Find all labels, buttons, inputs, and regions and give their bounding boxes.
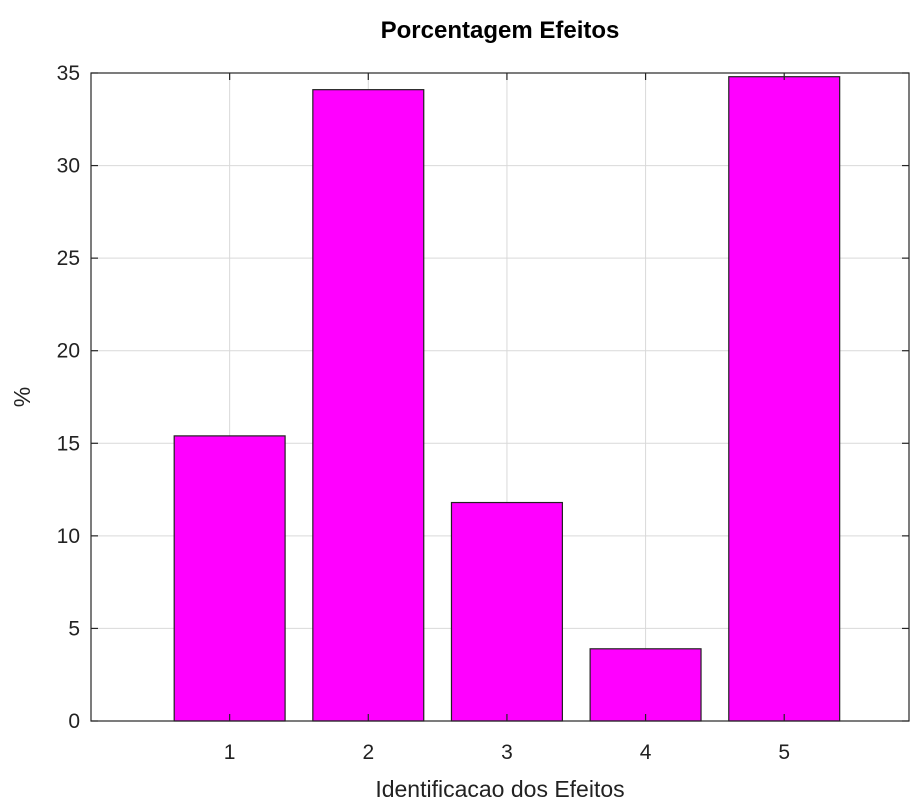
y-tick-label: 5	[68, 617, 80, 640]
bar-3	[450, 501, 563, 722]
x-tick-label: 2	[362, 741, 374, 764]
x-axis-label: Identificacao dos Efeitos	[375, 776, 624, 802]
y-tick-label: 25	[57, 247, 80, 270]
bar-5	[728, 76, 841, 722]
y-tick-label: 35	[57, 62, 80, 85]
x-tick-label: 1	[224, 741, 236, 764]
x-axis-ticks: 1 2 3 4 5	[224, 73, 790, 764]
y-tick-label: 30	[57, 155, 80, 178]
bar-2	[312, 89, 425, 722]
y-tick-label: 10	[57, 525, 80, 548]
bar-4	[589, 648, 702, 722]
y-tick-label: 15	[57, 432, 80, 455]
y-axis-ticks: 0 5 10 15 20 25 30 35	[57, 62, 909, 733]
bar-1	[173, 435, 286, 722]
y-tick-label: 0	[68, 710, 80, 733]
chart-title: Porcentagem Efeitos	[381, 17, 620, 44]
x-tick-label: 4	[640, 741, 652, 764]
x-tick-label: 5	[778, 741, 790, 764]
y-axis-label: %	[9, 387, 35, 407]
y-tick-label: 20	[57, 340, 80, 363]
plot-frame	[90, 72, 910, 722]
x-tick-label: 3	[501, 741, 513, 764]
bars	[173, 76, 841, 722]
